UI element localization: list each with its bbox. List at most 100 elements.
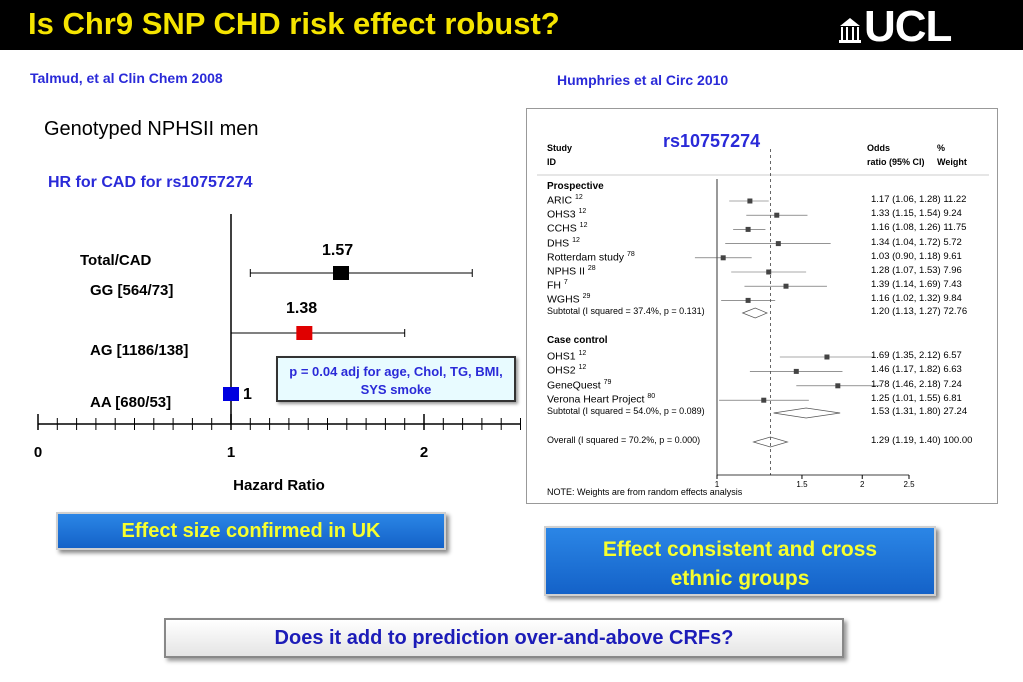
study-point [747, 198, 753, 204]
study-label: OHS2 [547, 364, 579, 377]
ci-text: 1.20 (1.13, 1.27) 72.76 [871, 306, 968, 317]
ucl-logo: UCL [838, 2, 996, 51]
ci-text: 1.28 (1.07, 1.53) 7.96 [871, 265, 962, 276]
summary-label: Subtotal (I squared = 37.4%, p = 0.131) [547, 306, 705, 316]
forest-plot: 1 1.5 2 2.5 rs10757274 Study ID Odds ratio … [526, 108, 998, 504]
study-label: DHS [547, 237, 573, 250]
study-point [766, 269, 772, 275]
study-ref: 12 [578, 350, 587, 357]
callout-ethnic: Effect consistent and cross ethnic group… [544, 526, 936, 596]
study-label: WGHS [547, 293, 583, 306]
study-ref: 79 [603, 378, 612, 386]
prospective-label: Prospective [547, 181, 604, 192]
case-control-label: Case control [547, 335, 608, 346]
study-name: WGHS 29 [547, 293, 590, 306]
hr-value-ag: 1.38 [286, 300, 318, 317]
study-label: CCHS [547, 222, 580, 235]
study-name: Rotterdam study 78 [547, 251, 635, 264]
study-name: GeneQuest 79 [547, 379, 611, 392]
study-ref: 29 [582, 293, 591, 301]
right-citation: Humphries et al Circ 2010 [557, 72, 729, 88]
study-name: OHS2 12 [547, 364, 586, 377]
study-name: DHS 12 [547, 237, 580, 250]
row-label-ag: AG [1186/138] [90, 342, 189, 359]
study-name: CCHS 12 [547, 222, 587, 235]
header-weight: Weight [937, 157, 967, 167]
study-label: NPHS II [547, 265, 588, 278]
study-label: OHS3 [547, 208, 579, 221]
ci-text: 1.33 (1.15, 1.54) 9.24 [871, 208, 962, 220]
genotyped-heading: Genotyped NPHSII men [44, 118, 259, 140]
x-axis-ticks [37, 414, 521, 430]
hr-marks [223, 266, 473, 401]
study-name: OHS1 12 [547, 350, 586, 363]
question-box: Does it add to prediction over-and-above… [164, 618, 844, 658]
summary-label: Overall (I squared = 70.2%, p = 0.000) [547, 435, 701, 445]
study-point [745, 297, 751, 303]
forest-x-tick-label: 1 [715, 480, 720, 489]
study-point [835, 383, 841, 389]
hr-point [296, 326, 313, 340]
header-id: ID [547, 157, 556, 167]
summary-diamond [773, 407, 841, 419]
callout-uk: Effect size confirmed in UK [56, 512, 446, 550]
forest-snp-title: rs10757274 [663, 131, 761, 151]
ci-text: 1.17 (1.06, 1.28) 11.22 [871, 194, 967, 205]
study-point [824, 354, 830, 360]
study-name: OHS3 12 [547, 208, 586, 221]
study-point [783, 283, 789, 289]
study-ref: 28 [587, 265, 596, 272]
hazard-ratio-plot: 0 1 2 Hazard Ratio [34, 214, 521, 494]
hr-point [223, 387, 239, 401]
row-label-aa: AA [680/53] [90, 394, 172, 411]
total-cad-label: Total/CAD [80, 252, 152, 269]
ci-text: 1.39 (1.14, 1.69) 7.43 [871, 279, 962, 291]
study-label: Rotterdam study [547, 251, 627, 264]
ci-text: 1.16 (1.02, 1.32) 9.84 [871, 293, 962, 305]
callout-ethnic-line1: Effect consistent and cross [602, 538, 878, 561]
hr-value-aa: 1 [243, 386, 252, 403]
forest-x-tick-label: 1.5 [796, 480, 808, 489]
header-odds: Odds [867, 143, 891, 153]
forest-note: NOTE: Weights are from random effects an… [547, 487, 743, 497]
ci-text: 1.16 (1.08, 1.26) 11.75 [871, 222, 967, 234]
ci-text: 1.29 (1.19, 1.40) 100.00 [871, 435, 973, 446]
ci-text: 1.78 (1.46, 2.18) 7.24 [871, 378, 962, 390]
summary-diamond [752, 436, 789, 448]
ci-text: 1.03 (0.90, 1.18) 9.61 [871, 250, 962, 262]
ci-text: 1.25 (1.01, 1.55) 6.81 [871, 393, 962, 405]
study-name: FH 7 [547, 279, 568, 292]
study-name: NPHS II 28 [547, 265, 596, 278]
adjustment-note: p = 0.04 adj for age, Chol, TG, BMI, SYS… [276, 356, 516, 402]
forest-x-tick-label: 2 [860, 480, 865, 489]
row-label-gg: GG [564/73] [90, 282, 174, 299]
study-ref: 78 [626, 250, 635, 258]
ci-text: 1.46 (1.17, 1.82) 6.63 [871, 364, 962, 376]
x-tick-label-0: 0 [34, 444, 42, 461]
portico-icon [839, 18, 861, 43]
study-point [761, 397, 767, 403]
hr-label: HR for CAD for rs10757274 [48, 174, 253, 191]
study-point [745, 226, 751, 232]
header-ratio: ratio (95% CI) [867, 157, 925, 167]
study-label: OHS1 [547, 350, 579, 363]
left-citation: Talmud, et al Clin Chem 2008 [30, 70, 223, 86]
study-name: ARIC 12 [547, 194, 583, 207]
ci-text: 1.53 (1.31, 1.80) 27.24 [871, 406, 968, 417]
logo-text: UCL [864, 2, 952, 51]
hr-value-gg: 1.57 [322, 242, 354, 259]
header-pct: % [937, 143, 946, 153]
callout-ethnic-line2: ethnic groups [670, 567, 810, 590]
ci-text: 1.34 (1.04, 1.72) 5.72 [871, 236, 962, 248]
header-study: Study [547, 143, 573, 153]
ci-text: 1.69 (1.35, 2.12) 6.57 [871, 350, 962, 361]
study-ref: 12 [572, 236, 580, 244]
x-tick-label-2: 2 [420, 444, 428, 461]
summary-label: Subtotal (I squared = 54.0%, p = 0.089) [547, 406, 705, 416]
forest-x-tick-label: 2.5 [903, 480, 915, 489]
study-point [774, 212, 780, 218]
study-name: Verona Heart Project 80 [547, 393, 655, 406]
x-axis-label: Hazard Ratio [233, 477, 325, 494]
study-point [720, 255, 726, 261]
hr-point [333, 266, 350, 280]
